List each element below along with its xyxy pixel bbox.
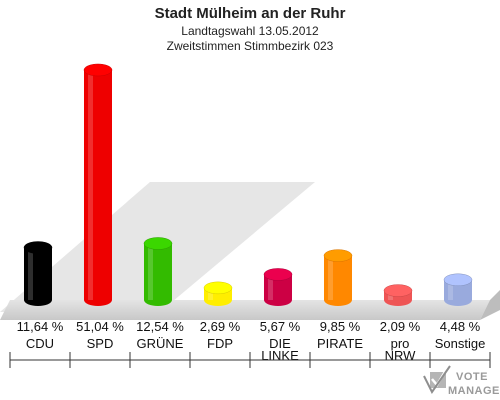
category-label: Sonstige <box>435 336 486 351</box>
chart-floor-edge <box>480 290 500 320</box>
category-label: PIRATE <box>317 336 363 351</box>
value-label: 5,67 % <box>260 319 301 334</box>
chart-title: Stadt Mülheim an der Ruhr <box>155 5 346 22</box>
bar-top-cap <box>83 63 113 77</box>
chart-subtitle-district: Zweitstimmen Stimmbezirk 023 <box>167 39 334 53</box>
bar-top-cap <box>383 284 413 297</box>
value-label: 4,48 % <box>440 319 481 334</box>
bar-top-cap <box>263 268 293 281</box>
logo-text-manager: MANAGER <box>448 385 500 397</box>
bar-5 <box>263 268 293 306</box>
chart-subtitle-date: Landtagswahl 13.05.2012 <box>181 24 319 38</box>
category-label: DIE LINKE <box>261 336 299 363</box>
bar-2 <box>83 63 113 306</box>
value-label: 2,69 % <box>200 319 241 334</box>
bar-highlight <box>148 243 153 300</box>
category-label: FDP <box>207 336 233 351</box>
value-label: 11,64 % <box>17 319 64 334</box>
bar-highlight <box>268 274 273 300</box>
bar-top-cap <box>323 249 353 262</box>
bar-body <box>84 70 112 306</box>
bar-7 <box>383 284 413 306</box>
bar-body <box>444 279 472 306</box>
value-label: 2,09 % <box>380 319 421 334</box>
bar-body <box>144 243 172 306</box>
bar-body <box>264 274 292 306</box>
bar-body <box>24 247 52 306</box>
bar-highlight <box>28 247 33 300</box>
votemanager-logo: VOTE MANAGER <box>423 365 500 397</box>
bar-8 <box>443 273 473 306</box>
category-label: SPD <box>87 336 114 351</box>
value-label: 12,54 % <box>136 319 184 334</box>
chart-floor <box>0 300 490 320</box>
bar-4 <box>203 281 233 306</box>
bar-body <box>324 255 352 306</box>
bar-top-cap <box>443 273 473 287</box>
category-label: CDU <box>26 336 54 351</box>
ballot-check-icon <box>423 365 451 394</box>
bar-highlight <box>448 279 453 300</box>
category-label: pro NRW <box>385 336 417 363</box>
logo-text-vote: VOTE <box>456 371 488 383</box>
bar-highlight <box>88 70 93 300</box>
bar-6 <box>323 249 353 306</box>
value-label: 9,85 % <box>320 319 361 334</box>
value-label: 51,04 % <box>76 319 124 334</box>
bar-top-cap <box>143 237 173 250</box>
bar-top-cap <box>203 281 233 295</box>
bar-1 <box>23 241 53 306</box>
bar-highlight <box>208 287 213 300</box>
bar-3 <box>143 237 173 306</box>
category-label: GRÜNE <box>137 336 184 351</box>
bar-highlight <box>328 255 333 300</box>
bar-top-cap <box>23 241 53 254</box>
